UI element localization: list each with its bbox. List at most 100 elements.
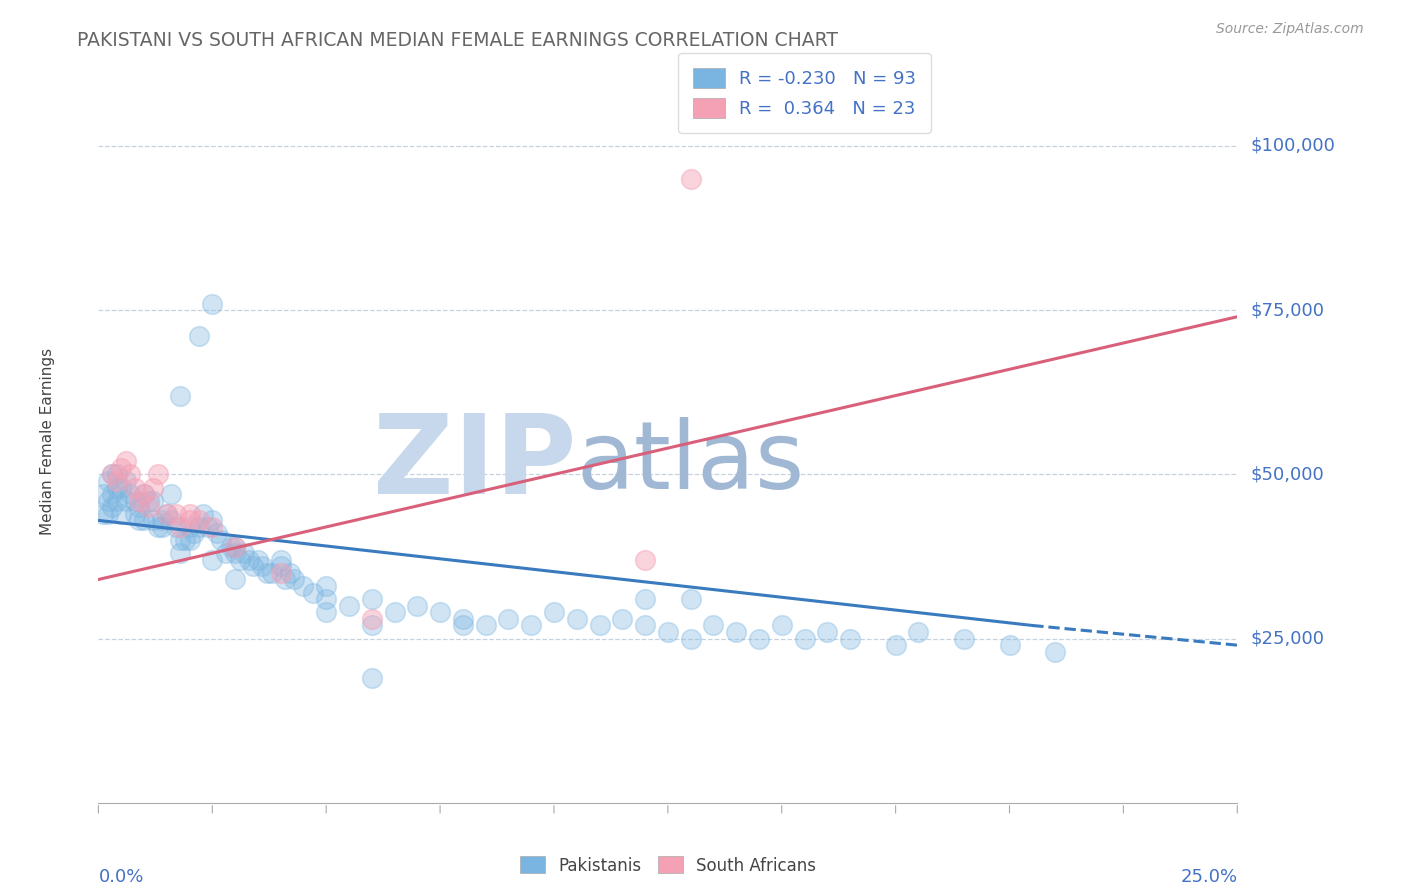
Point bbox=[101, 467, 124, 482]
Point bbox=[953, 632, 976, 646]
Text: $75,000: $75,000 bbox=[1251, 301, 1324, 319]
Point bbox=[242, 559, 264, 574]
Point bbox=[315, 592, 337, 607]
Point bbox=[315, 605, 337, 619]
Point bbox=[224, 540, 246, 554]
Point bbox=[228, 553, 250, 567]
Point bbox=[233, 546, 256, 560]
Point bbox=[91, 507, 114, 521]
Point bbox=[169, 520, 191, 534]
Text: atlas: atlas bbox=[576, 417, 806, 509]
Point bbox=[815, 625, 838, 640]
Point bbox=[429, 605, 451, 619]
Point bbox=[252, 559, 274, 574]
Point bbox=[543, 605, 565, 619]
Point bbox=[219, 540, 242, 554]
Point bbox=[165, 507, 187, 521]
Point bbox=[128, 493, 150, 508]
Point bbox=[588, 618, 610, 632]
Point bbox=[114, 474, 136, 488]
Point bbox=[146, 467, 169, 482]
Point bbox=[520, 618, 543, 632]
Point bbox=[138, 493, 160, 508]
Point bbox=[120, 487, 142, 501]
Point bbox=[498, 612, 520, 626]
Point bbox=[793, 632, 815, 646]
Point bbox=[114, 454, 136, 468]
Point bbox=[96, 507, 118, 521]
Point bbox=[238, 553, 260, 567]
Text: $25,000: $25,000 bbox=[1251, 630, 1324, 648]
Point bbox=[138, 500, 160, 515]
Point bbox=[748, 632, 770, 646]
Point bbox=[96, 474, 118, 488]
Point bbox=[634, 592, 657, 607]
Point bbox=[657, 625, 679, 640]
Point bbox=[105, 493, 128, 508]
Point bbox=[384, 605, 406, 619]
Point bbox=[114, 493, 136, 508]
Point bbox=[337, 599, 360, 613]
Point bbox=[132, 513, 155, 527]
Point bbox=[124, 493, 146, 508]
Point bbox=[270, 559, 292, 574]
Text: ZIP: ZIP bbox=[374, 409, 576, 516]
Text: $50,000: $50,000 bbox=[1251, 466, 1324, 483]
Point bbox=[360, 592, 382, 607]
Point bbox=[179, 507, 201, 521]
Point bbox=[142, 513, 165, 527]
Point bbox=[702, 618, 724, 632]
Point bbox=[105, 474, 128, 488]
Point bbox=[224, 546, 246, 560]
Point bbox=[91, 487, 114, 501]
Point bbox=[142, 481, 165, 495]
Point bbox=[283, 573, 305, 587]
Point bbox=[260, 566, 283, 580]
Point bbox=[128, 500, 150, 515]
Point bbox=[156, 507, 179, 521]
Point bbox=[725, 625, 748, 640]
Point bbox=[187, 520, 209, 534]
Point bbox=[360, 612, 382, 626]
Point bbox=[274, 573, 297, 587]
Point bbox=[96, 493, 118, 508]
Point bbox=[132, 487, 155, 501]
Point bbox=[998, 638, 1021, 652]
Point bbox=[360, 671, 382, 685]
Point bbox=[187, 513, 209, 527]
Point bbox=[201, 513, 224, 527]
Point bbox=[270, 553, 292, 567]
Point bbox=[193, 507, 215, 521]
Point bbox=[224, 540, 246, 554]
Point bbox=[201, 296, 224, 310]
Point bbox=[142, 493, 165, 508]
Point bbox=[205, 526, 228, 541]
Text: 0.0%: 0.0% bbox=[98, 868, 143, 886]
Text: Median Female Earnings: Median Female Earnings bbox=[39, 348, 55, 535]
Point bbox=[474, 618, 496, 632]
Point bbox=[132, 487, 155, 501]
Point bbox=[907, 625, 929, 640]
Point bbox=[179, 520, 201, 534]
Point bbox=[124, 507, 146, 521]
Point bbox=[110, 481, 132, 495]
Point bbox=[150, 513, 173, 527]
Point bbox=[256, 566, 278, 580]
Point bbox=[292, 579, 315, 593]
Point bbox=[565, 612, 588, 626]
Text: Source: ZipAtlas.com: Source: ZipAtlas.com bbox=[1216, 22, 1364, 37]
Point bbox=[110, 460, 132, 475]
Point bbox=[150, 520, 173, 534]
Point bbox=[770, 618, 793, 632]
Text: 25.0%: 25.0% bbox=[1180, 868, 1237, 886]
Point bbox=[110, 507, 132, 521]
Point bbox=[679, 171, 702, 186]
Point bbox=[679, 592, 702, 607]
Point bbox=[179, 533, 201, 547]
Point bbox=[360, 618, 382, 632]
Point bbox=[174, 533, 197, 547]
Point bbox=[315, 579, 337, 593]
Point bbox=[246, 553, 269, 567]
Point bbox=[160, 487, 183, 501]
Point bbox=[406, 599, 429, 613]
